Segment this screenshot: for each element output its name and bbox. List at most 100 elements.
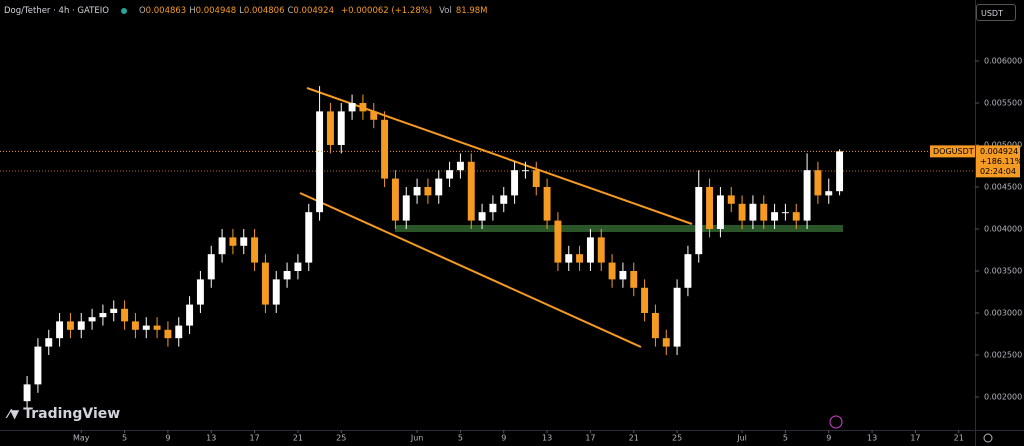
status-dot [120,8,127,14]
candle-body [836,151,844,192]
candle-body [294,262,302,271]
candle-body [446,170,454,179]
candle-body [456,161,464,171]
candle-body [381,119,389,179]
candle-body [651,312,659,339]
currency-button[interactable]: USDT [976,4,1016,21]
candle-body [706,186,714,229]
x-tick-label: 9 [501,434,506,443]
legend-header: Dog/Tether · 4h · GATEIO O0.004863 H0.004… [4,6,491,16]
candle-body [565,254,573,263]
settings-icon[interactable] [983,433,993,443]
candle-body [370,111,378,120]
ohlc-value: 0.004806 [243,6,285,16]
y-tick-label: 0.004500 [984,182,1022,191]
candle-body [186,304,194,326]
candles [23,86,844,410]
candle-body [121,308,129,322]
candle-body [261,262,269,305]
x-tick-label: 9 [165,434,170,443]
symbol-title: Dog/Tether · 4h · GATEIO [4,6,109,16]
x-tick-label: Jun [410,434,424,443]
x-tick-label: 9 [826,434,831,443]
volume: 81.98M [455,6,488,16]
y-tick-label: 0.003000 [984,308,1022,317]
candle-body [66,321,74,330]
candle-body [424,186,432,196]
x-tick-label: 5 [122,434,127,443]
candle-body [662,338,670,347]
candle-body [803,170,811,221]
candle-body [142,325,150,330]
candle-body [99,312,107,318]
candle-body [391,178,399,221]
candle-body [738,203,746,221]
candle-body [34,346,42,385]
candle-body [597,237,605,263]
candle-body [316,111,324,213]
candle-body [56,321,64,339]
x-tick-label: 21 [954,434,964,443]
candle-body [251,237,259,263]
ohlc-value: 0.004948 [195,6,237,16]
candle-body [305,212,313,263]
candle-body [630,270,638,288]
y-tick-label: 0.002500 [984,350,1022,359]
candle-body [240,237,248,246]
x-tick-label: 17 [910,434,920,443]
candle-body [229,237,237,246]
last-price: 0.004924 [980,147,1018,156]
candle-body [792,212,800,221]
candle-body [175,325,183,339]
candle-body [489,203,497,213]
candle-body [359,102,367,112]
candle-body [88,317,96,322]
y-tick-label: 0.003500 [984,266,1022,275]
x-tick-label: 5 [783,434,788,443]
candle-body [435,178,443,196]
candle-body [532,170,540,187]
candle-body [467,161,475,221]
ohlc-value: 0.004924 [293,6,334,16]
candle-body [478,212,486,221]
candle-body [771,212,779,221]
candle-body [196,279,204,305]
ohlc-value: 0.004863 [145,6,187,16]
last-change: +186.11% [980,157,1023,166]
candle-body [543,186,551,221]
candle-body [814,170,822,196]
candle-body [45,338,53,347]
ohlc-label: C [287,6,294,16]
candle-body [500,195,508,204]
symbol-tag [930,145,975,158]
flash-icon[interactable] [829,415,843,429]
candle-body [207,254,215,280]
candle-body [825,191,833,196]
candle-body [272,279,280,305]
candle-body [684,254,692,288]
candle-body [673,287,681,347]
candle-body [402,195,410,221]
change: +0.000062 (+1.28%) [340,6,433,16]
brand-logo: ⁄▼ TradingView [8,406,120,422]
ohlc: O0.004863 H0.004948 L0.004806 C0.004924 [139,6,337,16]
candle-body [521,170,529,172]
candle-body [413,186,421,196]
channel-line [299,192,642,348]
brand-name: TradingView [23,406,121,422]
y-tick-label: 0.006000 [984,56,1022,65]
x-tick-label: 21 [629,434,639,443]
candle-body [760,203,768,221]
candle-body [586,237,594,263]
candle-body [727,195,735,204]
y-tick-label: 0.005000 [984,140,1022,149]
candle-body [716,195,724,229]
candle-body [608,262,616,280]
candle-body [641,287,649,313]
candle-body [348,102,356,112]
candle-body [554,220,562,263]
candle-body [619,270,627,280]
channel-line [306,87,693,225]
